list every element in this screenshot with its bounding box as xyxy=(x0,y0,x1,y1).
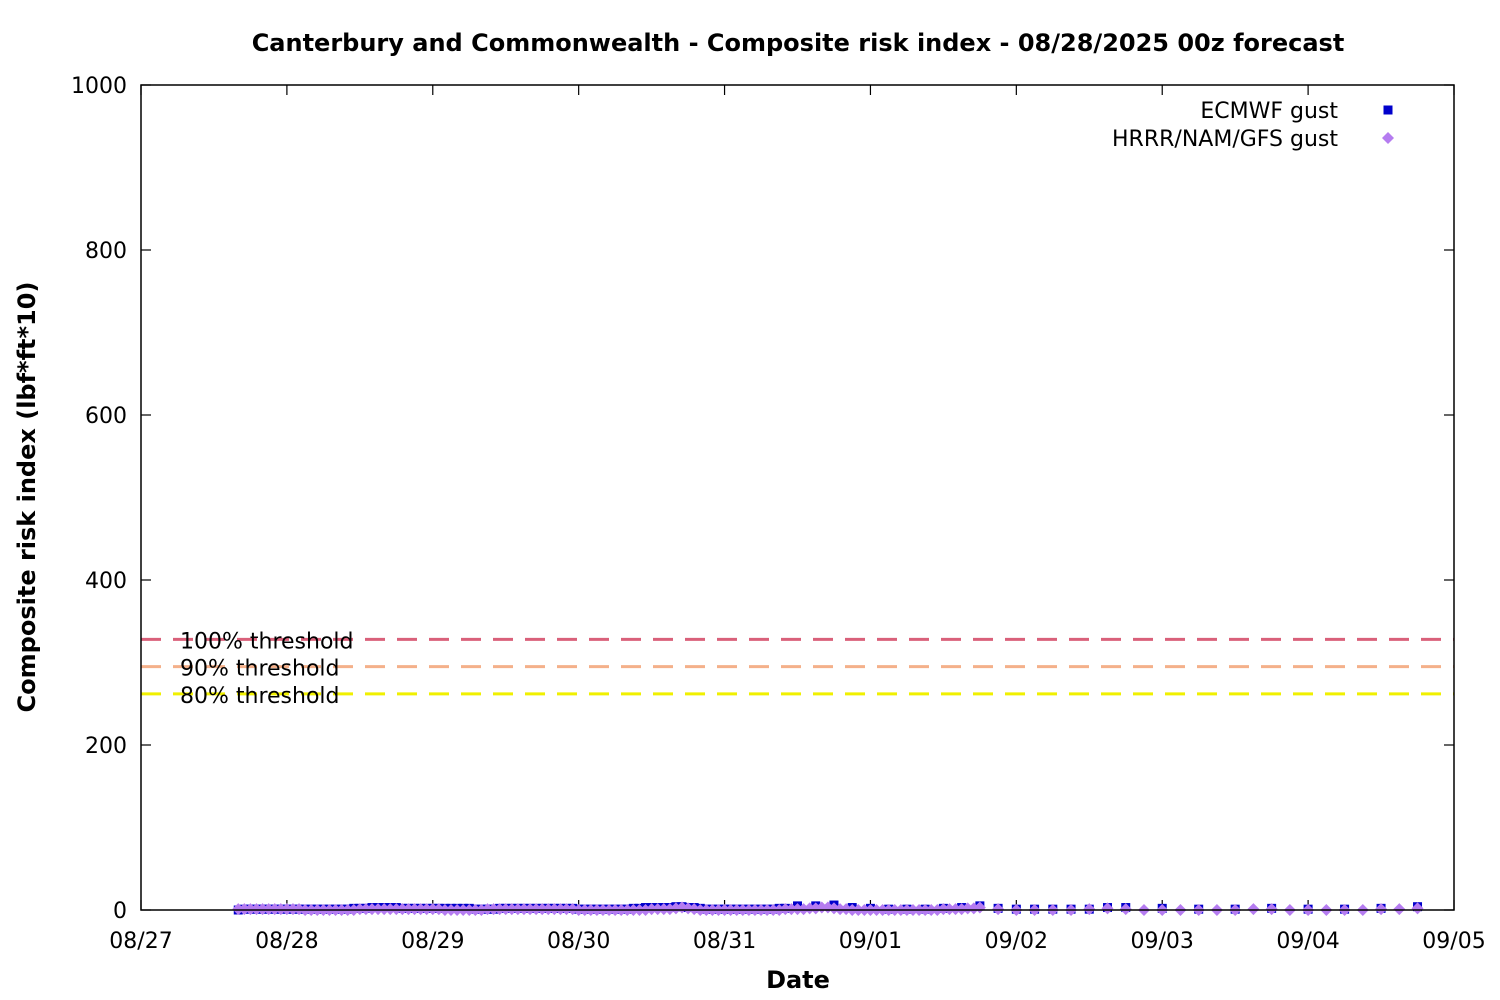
hrrr-point xyxy=(1393,903,1406,916)
hrrr-point xyxy=(1265,903,1278,916)
hrrr-point xyxy=(943,903,956,916)
hrrr-point xyxy=(524,903,537,916)
y-axis-label: Composite risk index (lbf*ft*10) xyxy=(13,282,41,713)
hrrr-point xyxy=(949,903,962,916)
hrrr-point xyxy=(384,903,397,916)
hrrr-point xyxy=(402,903,415,916)
y-tick-label: 200 xyxy=(85,734,127,759)
hrrr-point xyxy=(511,903,524,916)
hrrr-point xyxy=(1411,902,1424,915)
hrrr-point xyxy=(244,903,257,916)
legend: ECMWF gust HRRR/NAM/GFS gust xyxy=(1112,99,1394,152)
y-tick-label: 800 xyxy=(85,239,127,264)
hrrr-point xyxy=(542,903,555,916)
threshold-label: 80% threshold xyxy=(180,684,340,709)
hrrr-point xyxy=(250,903,263,916)
legend-entry-label: ECMWF gust xyxy=(1200,99,1338,124)
x-tick-label: 08/28 xyxy=(255,929,318,954)
hrrr-point xyxy=(414,903,427,916)
hrrr-point xyxy=(1083,903,1096,916)
hrrr-point xyxy=(396,903,409,916)
hrrr-point xyxy=(536,903,549,916)
threshold-label: 100% threshold xyxy=(180,629,354,654)
hrrr-point xyxy=(493,903,506,916)
plot-area-frame xyxy=(140,84,1455,911)
legend-marker xyxy=(1382,132,1394,144)
hrrr-point xyxy=(420,903,433,916)
hrrr-point xyxy=(286,903,299,916)
hrrr-point xyxy=(992,903,1005,916)
hrrr-point xyxy=(408,903,421,916)
tick-labels: 0 200 400 600 800 1000 08/27 08/28 08/29 08/30 08/… xyxy=(71,74,1486,954)
hrrr-point xyxy=(378,903,391,916)
hrrr-point xyxy=(645,903,658,916)
hrrr-point xyxy=(365,903,378,916)
x-tick-label: 09/02 xyxy=(985,929,1048,954)
hrrr-point xyxy=(353,903,366,916)
chart-title: Canterbury and Commonwealth - Composite … xyxy=(252,29,1345,57)
y-tick-label: 0 xyxy=(113,899,127,924)
hrrr-point xyxy=(481,903,494,916)
x-tick-label: 08/27 xyxy=(109,929,172,954)
hrrr-point xyxy=(834,903,847,916)
x-tick-label: 09/04 xyxy=(1276,929,1339,954)
hrrr-point xyxy=(359,903,372,916)
hrrr-point xyxy=(530,903,543,916)
hrrr-point xyxy=(554,903,567,916)
hrrr-point xyxy=(651,903,664,916)
x-axis-label: Date xyxy=(766,966,830,994)
hrrr-point xyxy=(505,903,518,916)
y-tick-label: 600 xyxy=(85,404,127,429)
hrrr-point xyxy=(785,903,798,916)
hrrr-point xyxy=(372,903,385,916)
x-tick-label: 09/01 xyxy=(839,929,902,954)
hrrr-point xyxy=(548,903,561,916)
hrrr-point xyxy=(1101,902,1114,915)
hrrr-point xyxy=(791,903,804,916)
hrrr-point xyxy=(1119,903,1132,916)
data-series xyxy=(232,900,1424,916)
hrrr-point xyxy=(274,903,287,916)
hrrr-point xyxy=(937,903,950,916)
y-tick-label: 1000 xyxy=(71,74,127,99)
hrrr-point xyxy=(262,903,275,916)
hrrr-point xyxy=(803,902,816,915)
legend-marker xyxy=(1383,105,1393,115)
x-tick-label: 08/29 xyxy=(401,929,464,954)
hrrr-point xyxy=(779,903,792,916)
hrrr-point xyxy=(390,903,403,916)
hrrr-point xyxy=(256,903,269,916)
hrrr-point xyxy=(280,903,293,916)
hrrr-point xyxy=(961,902,974,915)
hrrr-point xyxy=(1375,903,1388,916)
hrrr-point xyxy=(499,903,512,916)
threshold-label: 90% threshold xyxy=(180,657,340,682)
x-tick-label: 08/30 xyxy=(547,929,610,954)
hrrr-point xyxy=(426,903,439,916)
y-tick-label: 400 xyxy=(85,569,127,594)
hrrr-point xyxy=(238,903,251,916)
x-tick-label: 08/31 xyxy=(693,929,756,954)
hrrr-point xyxy=(1247,903,1260,916)
hrrr-point xyxy=(517,903,530,916)
x-tick-label: 09/03 xyxy=(1131,929,1194,954)
hrrr-point xyxy=(487,903,500,916)
hrrr-point xyxy=(657,903,670,916)
hrrr-point xyxy=(232,903,245,916)
hrrr-point xyxy=(560,903,573,916)
legend-entry-label: HRRR/NAM/GFS gust xyxy=(1112,127,1338,152)
hrrr-point xyxy=(268,903,281,916)
x-tick-label: 09/05 xyxy=(1422,929,1485,954)
